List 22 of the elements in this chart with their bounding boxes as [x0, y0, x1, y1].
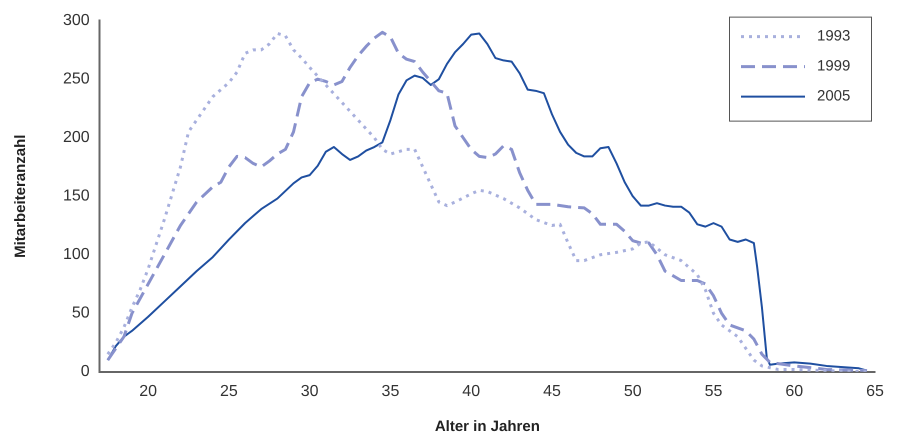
x-tick-label: 55	[704, 382, 722, 400]
x-tick-label: 45	[543, 382, 561, 400]
x-tick-label: 65	[866, 382, 884, 400]
y-axis-title: Mitarbeiteranzahl	[12, 134, 30, 258]
x-tick-label: 20	[139, 382, 158, 400]
x-tick-label: 50	[624, 382, 642, 400]
legend-label: 2005	[817, 88, 850, 105]
y-tick-label: 150	[62, 188, 90, 205]
y-tick-label: 100	[62, 246, 90, 264]
y-tick-label: 250	[62, 70, 90, 88]
legend-label: 1993	[817, 28, 850, 45]
y-tick-label: 300	[62, 12, 90, 30]
x-axis-title: Alter in Jahren	[434, 418, 540, 436]
x-tick-label: 25	[220, 382, 238, 400]
x-tick-label: 35	[382, 382, 400, 400]
x-tick-label: 60	[785, 382, 804, 400]
y-tick-label: 200	[62, 129, 90, 146]
y-tick-label: 0	[80, 363, 90, 380]
y-tick-label: 50	[72, 304, 90, 322]
x-tick-label: 40	[462, 382, 480, 400]
legend-label: 1999	[817, 58, 850, 75]
x-tick-label: 30	[300, 382, 319, 400]
